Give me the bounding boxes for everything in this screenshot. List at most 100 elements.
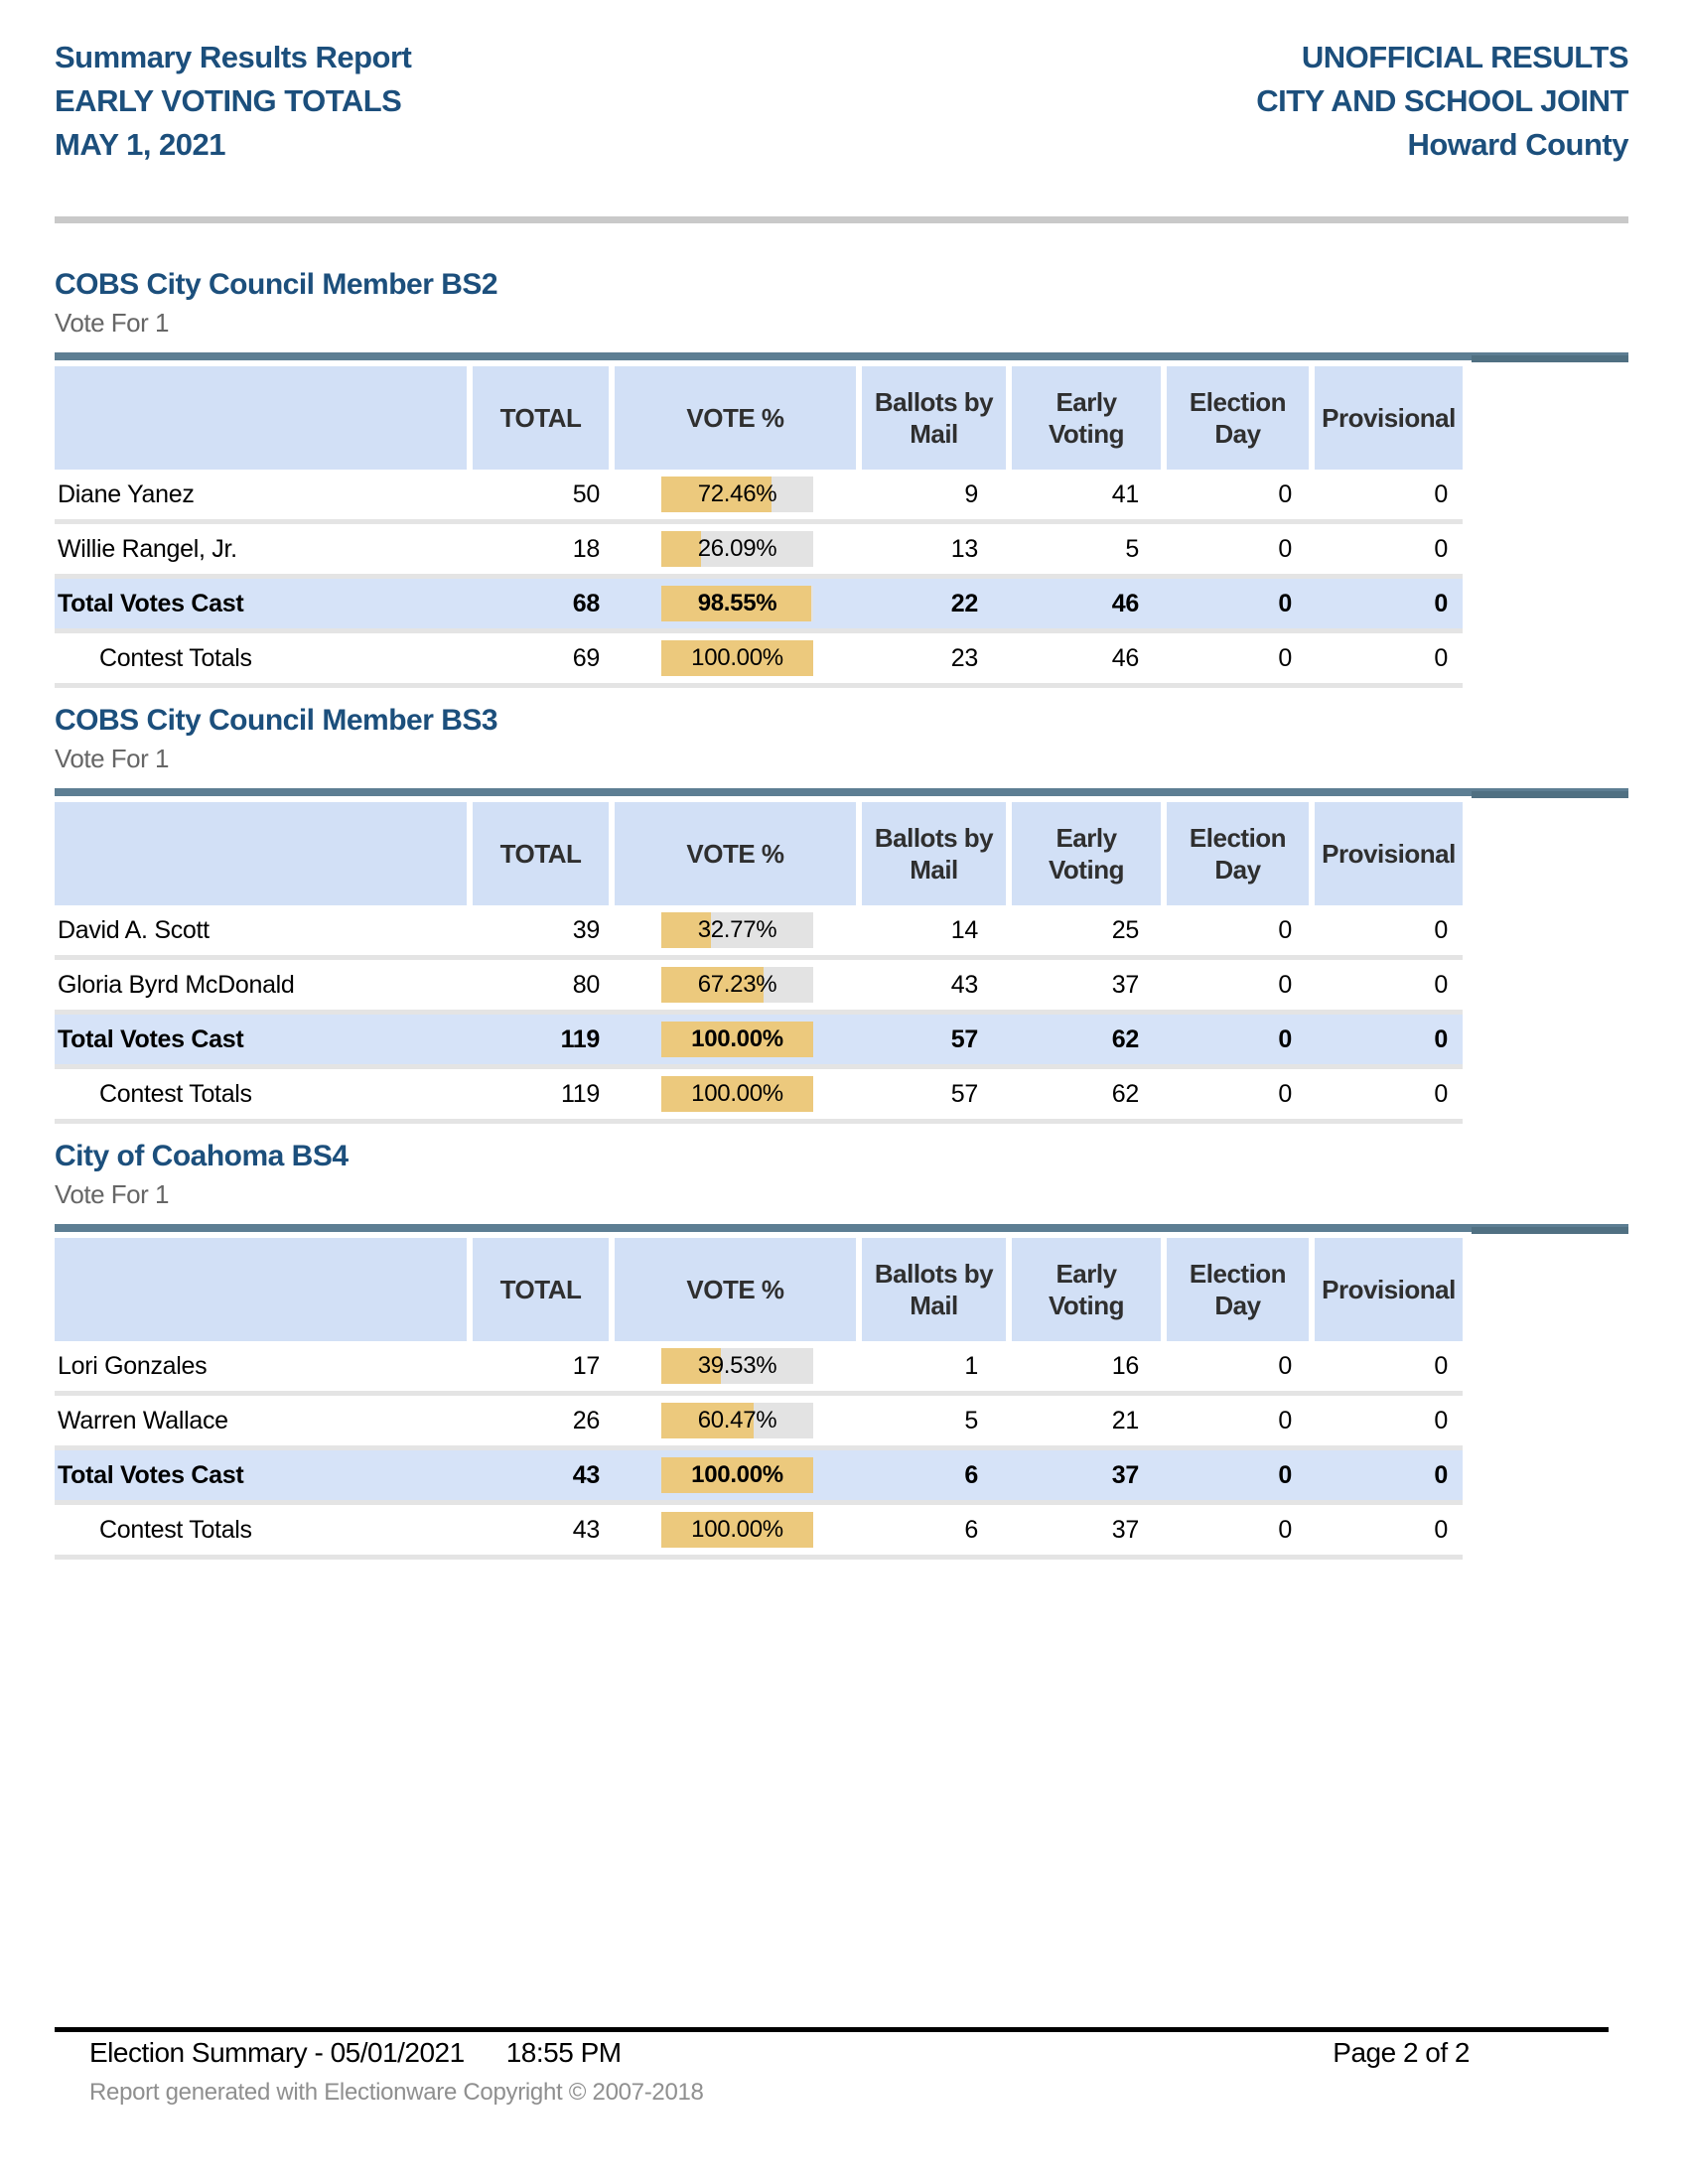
- election-day-votes: 0: [1278, 1406, 1292, 1434]
- results-status: UNOFFICIAL RESULTS: [1301, 40, 1629, 74]
- vote-percent-fill: [661, 586, 811, 621]
- ballots-by-mail-votes: 5: [964, 1406, 978, 1434]
- column-header-ballots-by-mail: Ballots by Mail: [862, 1238, 1006, 1341]
- early-voting-votes: 5: [1125, 534, 1139, 563]
- ballots-by-mail-votes: 13: [950, 534, 979, 563]
- provisional-votes: 0: [1434, 970, 1448, 999]
- table-top-rule-tail: [1472, 1227, 1628, 1234]
- vote-percent-fill: [661, 640, 813, 676]
- vote-percent-fill: [661, 912, 712, 948]
- vote-percent-fill: [661, 1403, 754, 1438]
- row-label: Total Votes Cast: [58, 1024, 244, 1053]
- report-title: Summary Results Report: [55, 40, 412, 74]
- vote-for-label: Vote For 1: [55, 1179, 169, 1209]
- candidate-row: Willie Rangel, Jr. 18 26.09% 13 5 0 0: [55, 524, 1463, 574]
- total-votes: 119: [561, 1079, 600, 1108]
- election-day-votes: 0: [1278, 1024, 1292, 1053]
- provisional-votes: 0: [1434, 1079, 1448, 1108]
- total-votes: 50: [572, 479, 601, 508]
- total-votes: 17: [572, 1351, 601, 1380]
- election-type: CITY AND SCHOOL JOINT: [1256, 83, 1628, 118]
- header-divider: [55, 216, 1628, 223]
- provisional-votes: 0: [1434, 1024, 1448, 1053]
- vote-percent-bar: 60.47%: [661, 1403, 813, 1438]
- total-votes: 39: [572, 915, 601, 944]
- vote-percent-value: 26.09%: [697, 535, 777, 562]
- provisional-votes: 0: [1434, 1460, 1448, 1489]
- vote-percent-value: 100.00%: [691, 1025, 783, 1052]
- total-votes: 26: [572, 1406, 601, 1434]
- total-votes: 43: [572, 1460, 601, 1489]
- column-header-early-voting: Early Voting: [1012, 366, 1161, 470]
- vote-percent-fill: [661, 1076, 813, 1112]
- row-separator: [55, 519, 1463, 524]
- column-header-provisional: Provisional: [1315, 802, 1463, 905]
- report-page: Summary Results Report EARLY VOTING TOTA…: [55, 40, 1688, 1560]
- page-number: Page 2 of 2: [1333, 2037, 1470, 2068]
- table-top-rule: [55, 788, 1628, 798]
- row-separator: [55, 683, 1463, 688]
- ballots-by-mail-votes: 57: [950, 1079, 979, 1108]
- page-footer: Election Summary - 05/01/2021 18:55 PM Pa…: [55, 2027, 1628, 2107]
- election-day-votes: 0: [1278, 643, 1292, 672]
- vote-percent-value: 67.23%: [697, 971, 777, 998]
- election-day-votes: 0: [1278, 1515, 1292, 1544]
- election-day-votes: 0: [1278, 970, 1292, 999]
- column-header-early-voting: Early Voting: [1012, 1238, 1161, 1341]
- column-header-early-voting: Early Voting: [1012, 802, 1161, 905]
- provisional-votes: 0: [1434, 1406, 1448, 1434]
- ballots-by-mail-votes: 57: [950, 1024, 979, 1053]
- provisional-votes: 0: [1434, 1351, 1448, 1380]
- vote-percent-value: 39.53%: [697, 1352, 777, 1379]
- vote-percent-fill: [661, 531, 701, 567]
- vote-percent-fill: [661, 1512, 813, 1548]
- row-separator: [55, 1064, 1463, 1069]
- column-header-vote-pct: VOTE %: [615, 366, 856, 470]
- early-voting-votes: 25: [1111, 915, 1140, 944]
- total-votes: 69: [572, 643, 601, 672]
- vote-percent-fill: [661, 1022, 813, 1057]
- provisional-votes: 0: [1434, 915, 1448, 944]
- candidate-row: Gloria Byrd McDonald 80 67.23% 43 37 0 0: [55, 960, 1463, 1010]
- column-header-ballots-by-mail: Ballots by Mail: [862, 802, 1006, 905]
- vote-percent-value: 100.00%: [691, 1080, 783, 1107]
- footer-time: 18:55 PM: [505, 2037, 622, 2068]
- row-label: Total Votes Cast: [58, 1460, 244, 1489]
- vote-percent-fill: [661, 477, 772, 512]
- contest-section-bs3: COBS City Council Member BS3 Vote For 1 …: [55, 704, 1688, 1124]
- total-votes: 43: [572, 1515, 601, 1544]
- election-day-votes: 0: [1278, 1079, 1292, 1108]
- vote-percent-fill: [661, 1457, 813, 1493]
- total-votes: 18: [572, 534, 601, 563]
- table-top-rule: [55, 1224, 1628, 1234]
- ballots-by-mail-votes: 23: [950, 643, 979, 672]
- row-separator: [55, 1500, 1463, 1505]
- total-votes: 119: [560, 1024, 601, 1053]
- early-voting-votes: 62: [1111, 1079, 1140, 1108]
- early-voting-votes: 37: [1111, 970, 1140, 999]
- vote-percent-bar: 98.55%: [661, 586, 813, 621]
- report-date: MAY 1, 2021: [55, 127, 226, 162]
- contest-section-bs4: City of Coahoma BS4 Vote For 1 TOTAL VOT…: [55, 1140, 1688, 1560]
- vote-percent-bar: 100.00%: [661, 1076, 813, 1112]
- column-header-total: TOTAL: [473, 802, 609, 905]
- row-separator: [55, 1555, 1463, 1560]
- vote-percent-value: 72.46%: [697, 480, 777, 507]
- vote-percent-bar: 100.00%: [661, 1022, 813, 1057]
- results-table-header: TOTAL VOTE % Ballots by Mail Early Votin…: [55, 802, 1463, 905]
- table-top-rule-tail: [1472, 791, 1628, 798]
- vote-percent-bar: 72.46%: [661, 477, 813, 512]
- ballots-by-mail-votes: 6: [964, 1515, 978, 1544]
- vote-percent-fill: [661, 967, 764, 1003]
- row-separator: [55, 628, 1463, 633]
- row-label: Contest Totals: [99, 1079, 252, 1108]
- row-label: Contest Totals: [99, 643, 252, 672]
- vote-percent-bar: 26.09%: [661, 531, 813, 567]
- candidate-name: Gloria Byrd McDonald: [58, 970, 295, 999]
- provisional-votes: 0: [1434, 643, 1448, 672]
- vote-percent-bar: 100.00%: [661, 1457, 813, 1493]
- row-separator: [55, 1445, 1463, 1450]
- row-separator: [55, 1391, 1463, 1396]
- footer-divider: [55, 2027, 1609, 2032]
- early-voting-votes: 41: [1111, 479, 1140, 508]
